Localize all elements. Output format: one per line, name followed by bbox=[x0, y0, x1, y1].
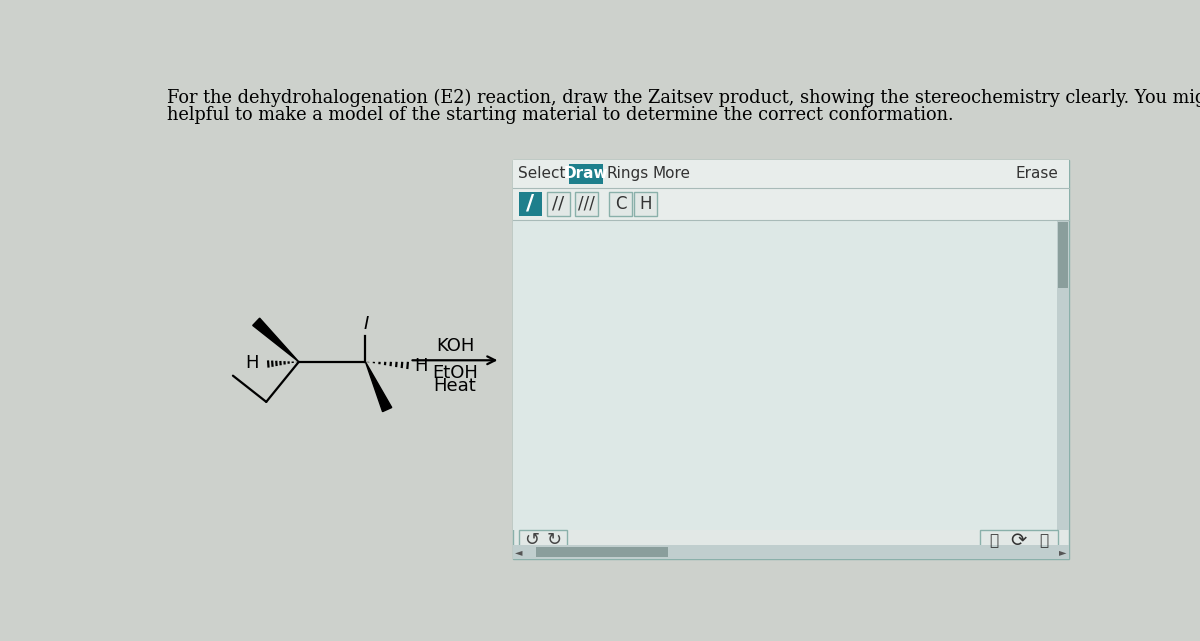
Text: 🔍: 🔍 bbox=[1039, 533, 1048, 548]
Text: Rings: Rings bbox=[606, 167, 648, 181]
Text: H: H bbox=[414, 356, 427, 375]
Bar bbox=[536, 547, 667, 556]
Text: helpful to make a model of the starting material to determine the correct confor: helpful to make a model of the starting … bbox=[167, 106, 954, 124]
Text: For the dehydrohalogenation (E2) reaction, draw the Zaitsev product, showing the: For the dehydrohalogenation (E2) reactio… bbox=[167, 89, 1200, 108]
Bar bbox=[512, 545, 1069, 559]
Text: 🔍: 🔍 bbox=[990, 533, 998, 548]
Bar bbox=[518, 192, 542, 215]
Text: Heat: Heat bbox=[433, 378, 476, 395]
Text: ↻: ↻ bbox=[547, 531, 562, 549]
Text: H: H bbox=[245, 354, 258, 372]
Bar bbox=[512, 160, 1069, 188]
Text: More: More bbox=[653, 167, 690, 181]
Text: ⟳: ⟳ bbox=[1010, 531, 1027, 550]
Text: ↺: ↺ bbox=[523, 531, 539, 549]
Bar bbox=[1057, 220, 1069, 529]
Text: //: // bbox=[552, 195, 564, 213]
Bar bbox=[512, 220, 1057, 529]
Text: Erase: Erase bbox=[1015, 167, 1058, 181]
Text: H: H bbox=[638, 195, 652, 213]
Bar bbox=[512, 188, 1069, 220]
Bar bbox=[518, 531, 566, 551]
Bar bbox=[547, 192, 570, 215]
Text: Select: Select bbox=[518, 167, 566, 181]
Text: C: C bbox=[614, 195, 626, 213]
Text: ///: /// bbox=[578, 195, 595, 213]
Text: Draw: Draw bbox=[563, 167, 608, 181]
Text: ►: ► bbox=[1060, 547, 1067, 557]
Bar bbox=[1057, 222, 1068, 288]
Text: ◄: ◄ bbox=[515, 547, 523, 557]
Text: I: I bbox=[364, 315, 368, 333]
Text: KOH: KOH bbox=[436, 337, 474, 355]
Bar bbox=[512, 160, 1069, 559]
Text: EtOH: EtOH bbox=[432, 364, 478, 383]
Polygon shape bbox=[366, 362, 391, 412]
Bar bbox=[634, 192, 656, 215]
Polygon shape bbox=[253, 318, 299, 362]
Text: /: / bbox=[527, 194, 534, 214]
Bar bbox=[569, 164, 602, 184]
Bar bbox=[575, 192, 598, 215]
Bar bbox=[980, 531, 1057, 551]
Bar bbox=[608, 192, 632, 215]
